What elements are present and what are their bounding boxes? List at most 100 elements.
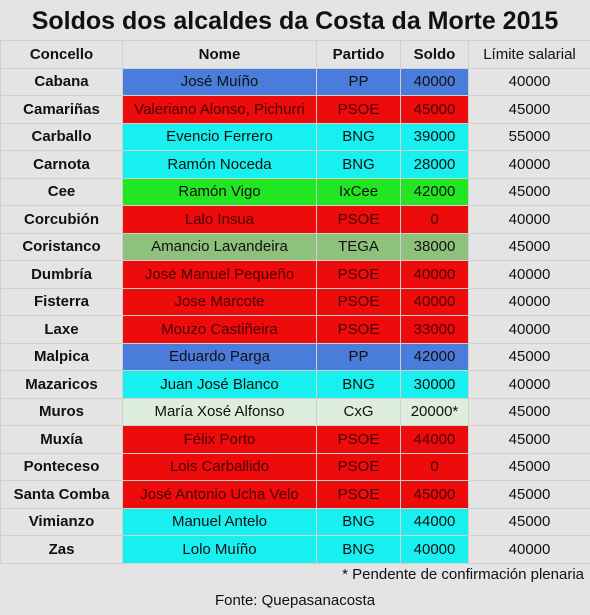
cell-nome: Evencio Ferrero	[122, 122, 317, 151]
table-row: Laxe Mouzo Castiñeira PSOE 33000 40000	[0, 315, 590, 344]
cell-limite: 45000	[468, 342, 590, 371]
cell-partido: PSOE	[316, 287, 401, 316]
cell-nome: Ramón Vigo	[122, 177, 317, 206]
table-row: Ponteceso Lois Carballido PSOE 0 45000	[0, 452, 590, 481]
cell-concello: Corcubión	[0, 205, 123, 234]
cell-nome: Félix Porto	[122, 425, 317, 454]
cell-nome: Juan José Blanco	[122, 370, 317, 399]
cell-limite: 40000	[468, 260, 590, 289]
cell-nome: José Muíño	[122, 67, 317, 96]
cell-concello: Cee	[0, 177, 123, 206]
cell-concello: Ponteceso	[0, 452, 123, 481]
cell-partido: PSOE	[316, 480, 401, 509]
cell-partido: PP	[316, 67, 401, 96]
cell-concello: Coristanco	[0, 232, 123, 261]
cell-nome: Valeriano Alonso, Pichurri	[122, 95, 317, 124]
cell-nome: Lolo Muíño	[122, 535, 317, 564]
table-row: Fisterra Jose Marcote PSOE 40000 40000	[0, 287, 590, 316]
cell-soldo: 40000	[400, 67, 469, 96]
cell-nome: José Manuel Pequeño	[122, 260, 317, 289]
cell-nome: Amancio Lavandeira	[122, 232, 317, 261]
cell-concello: Fisterra	[0, 287, 123, 316]
cell-soldo: 30000	[400, 370, 469, 399]
cell-concello: Zas	[0, 535, 123, 564]
cell-limite: 55000	[468, 122, 590, 151]
cell-partido: BNG	[316, 150, 401, 179]
cell-limite: 45000	[468, 95, 590, 124]
cell-concello: Malpica	[0, 342, 123, 371]
cell-partido: BNG	[316, 370, 401, 399]
cell-concello: Mazaricos	[0, 370, 123, 399]
page-title: Soldos dos alcaldes da Costa da Morte 20…	[31, 7, 559, 35]
cell-soldo: 0	[400, 452, 469, 481]
cell-partido: BNG	[316, 507, 401, 536]
table-row: Mazaricos Juan José Blanco BNG 30000 40000	[0, 370, 590, 399]
cell-partido: BNG	[316, 535, 401, 564]
cell-soldo: 40000	[400, 287, 469, 316]
cell-concello: Camariñas	[0, 95, 123, 124]
cell-limite: 40000	[468, 150, 590, 179]
cell-nome: Lois Carballido	[122, 452, 317, 481]
cell-limite: 45000	[468, 507, 590, 536]
table-row: Dumbría José Manuel Pequeño PSOE 40000 40000	[0, 260, 590, 289]
cell-partido: PSOE	[316, 95, 401, 124]
header-limite: Límite salarial	[468, 40, 590, 69]
cell-soldo: 20000*	[400, 397, 469, 426]
cell-partido: PSOE	[316, 425, 401, 454]
cell-limite: 45000	[468, 177, 590, 206]
cell-nome: Ramón Noceda	[122, 150, 317, 179]
cell-nome: Mouzo Castiñeira	[122, 315, 317, 344]
salary-table: Concello Nome Partido Soldo Límite salar…	[0, 40, 590, 564]
cell-soldo: 45000	[400, 95, 469, 124]
cell-concello: Muros	[0, 397, 123, 426]
table-row: Zas Lolo Muíño BNG 40000 40000	[0, 535, 590, 564]
cell-soldo: 44000	[400, 507, 469, 536]
cell-concello: Dumbría	[0, 260, 123, 289]
cell-nome: Eduardo Parga	[122, 342, 317, 371]
table-body: Cabana José Muíño PP 40000 40000 Camariñas Val…	[0, 67, 590, 564]
cell-limite: 45000	[468, 480, 590, 509]
cell-partido: PSOE	[316, 452, 401, 481]
cell-concello: Cabana	[0, 67, 123, 96]
header-row: Concello Nome Partido Soldo Límite salar…	[0, 40, 590, 69]
cell-soldo: 38000	[400, 232, 469, 261]
header-nome: Nome	[122, 40, 317, 69]
cell-partido: PSOE	[316, 205, 401, 234]
cell-soldo: 44000	[400, 425, 469, 454]
cell-soldo: 40000	[400, 260, 469, 289]
cell-nome: Manuel Antelo	[122, 507, 317, 536]
table-row: Carnota Ramón Noceda BNG 28000 40000	[0, 150, 590, 179]
cell-partido: TEGA	[316, 232, 401, 261]
cell-soldo: 42000	[400, 342, 469, 371]
cell-concello: Laxe	[0, 315, 123, 344]
cell-soldo: 42000	[400, 177, 469, 206]
cell-concello: Vimianzo	[0, 507, 123, 536]
cell-soldo: 0	[400, 205, 469, 234]
cell-limite: 40000	[468, 67, 590, 96]
cell-nome: Jose Marcote	[122, 287, 317, 316]
cell-limite: 45000	[468, 397, 590, 426]
cell-concello: Carballo	[0, 122, 123, 151]
table-row: Coristanco Amancio Lavandeira TEGA 38000 450…	[0, 232, 590, 261]
cell-concello: Carnota	[0, 150, 123, 179]
table-row: Carballo Evencio Ferrero BNG 39000 55000	[0, 122, 590, 151]
cell-soldo: 33000	[400, 315, 469, 344]
cell-concello: Muxía	[0, 425, 123, 454]
table-row: Cabana José Muíño PP 40000 40000	[0, 67, 590, 96]
table-row: Santa Comba José Antonio Ucha Velo PSOE 450…	[0, 480, 590, 509]
cell-limite: 40000	[468, 287, 590, 316]
cell-partido: IxCee	[316, 177, 401, 206]
footnote: * Pendente de confirmación plenaria	[342, 566, 584, 583]
source-credit: Fonte: Quepasanacosta	[214, 592, 376, 609]
cell-concello: Santa Comba	[0, 480, 123, 509]
cell-soldo: 45000	[400, 480, 469, 509]
cell-nome: Lalo Insua	[122, 205, 317, 234]
cell-partido: BNG	[316, 122, 401, 151]
table-row: Cee Ramón Vigo IxCee 42000 45000	[0, 177, 590, 206]
cell-limite: 40000	[468, 535, 590, 564]
cell-soldo: 40000	[400, 535, 469, 564]
cell-partido: PSOE	[316, 260, 401, 289]
cell-partido: PSOE	[316, 315, 401, 344]
cell-limite: 40000	[468, 205, 590, 234]
cell-soldo: 28000	[400, 150, 469, 179]
